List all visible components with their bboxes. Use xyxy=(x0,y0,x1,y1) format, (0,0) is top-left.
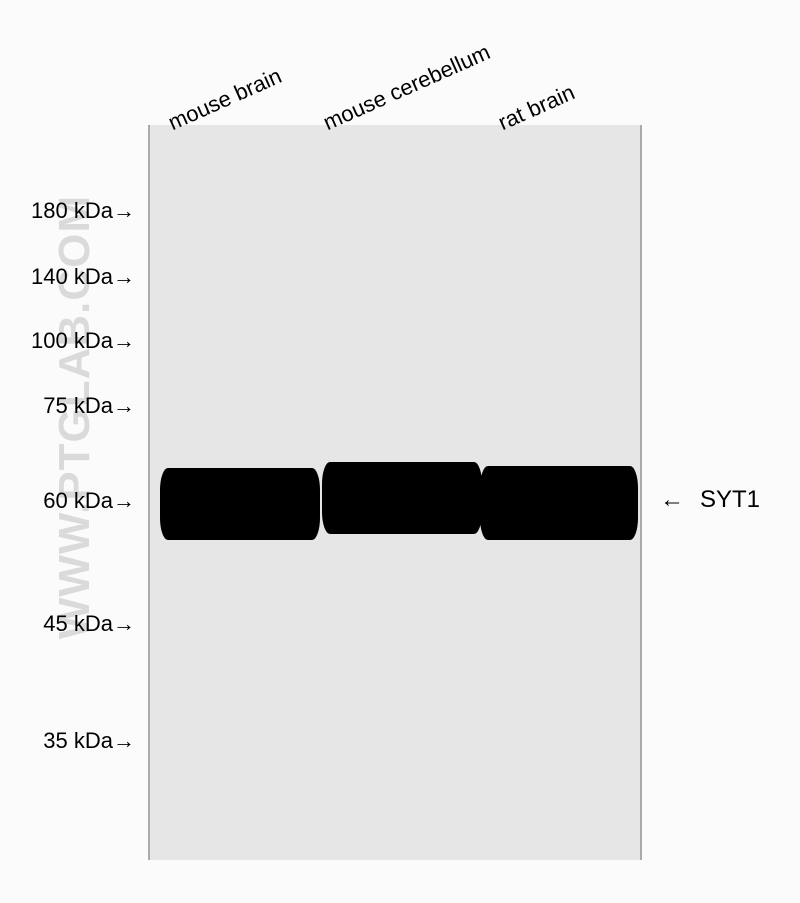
mw-marker-180: 180 kDa→ xyxy=(31,198,135,224)
mw-marker-35: 35 kDa→ xyxy=(43,728,135,754)
blot-border-right xyxy=(640,125,642,860)
blot-border-left xyxy=(148,125,150,860)
band-lane-3 xyxy=(480,466,638,540)
band-lane-1 xyxy=(160,468,320,540)
target-label: SYT1 xyxy=(700,486,760,514)
target-arrow: ← xyxy=(660,486,684,514)
mw-marker-140: 140 kDa→ xyxy=(31,264,135,290)
mw-marker-45: 45 kDa→ xyxy=(43,611,135,637)
lane-label-2: mouse cerebellum xyxy=(319,39,494,136)
mw-marker-60: 60 kDa→ xyxy=(43,488,135,514)
mw-marker-75: 75 kDa→ xyxy=(43,393,135,419)
mw-marker-100: 100 kDa→ xyxy=(31,328,135,354)
band-lane-2 xyxy=(322,462,482,534)
blot-figure: WWW.PTGLAB.COM mouse brain mouse cerebel… xyxy=(0,0,800,903)
